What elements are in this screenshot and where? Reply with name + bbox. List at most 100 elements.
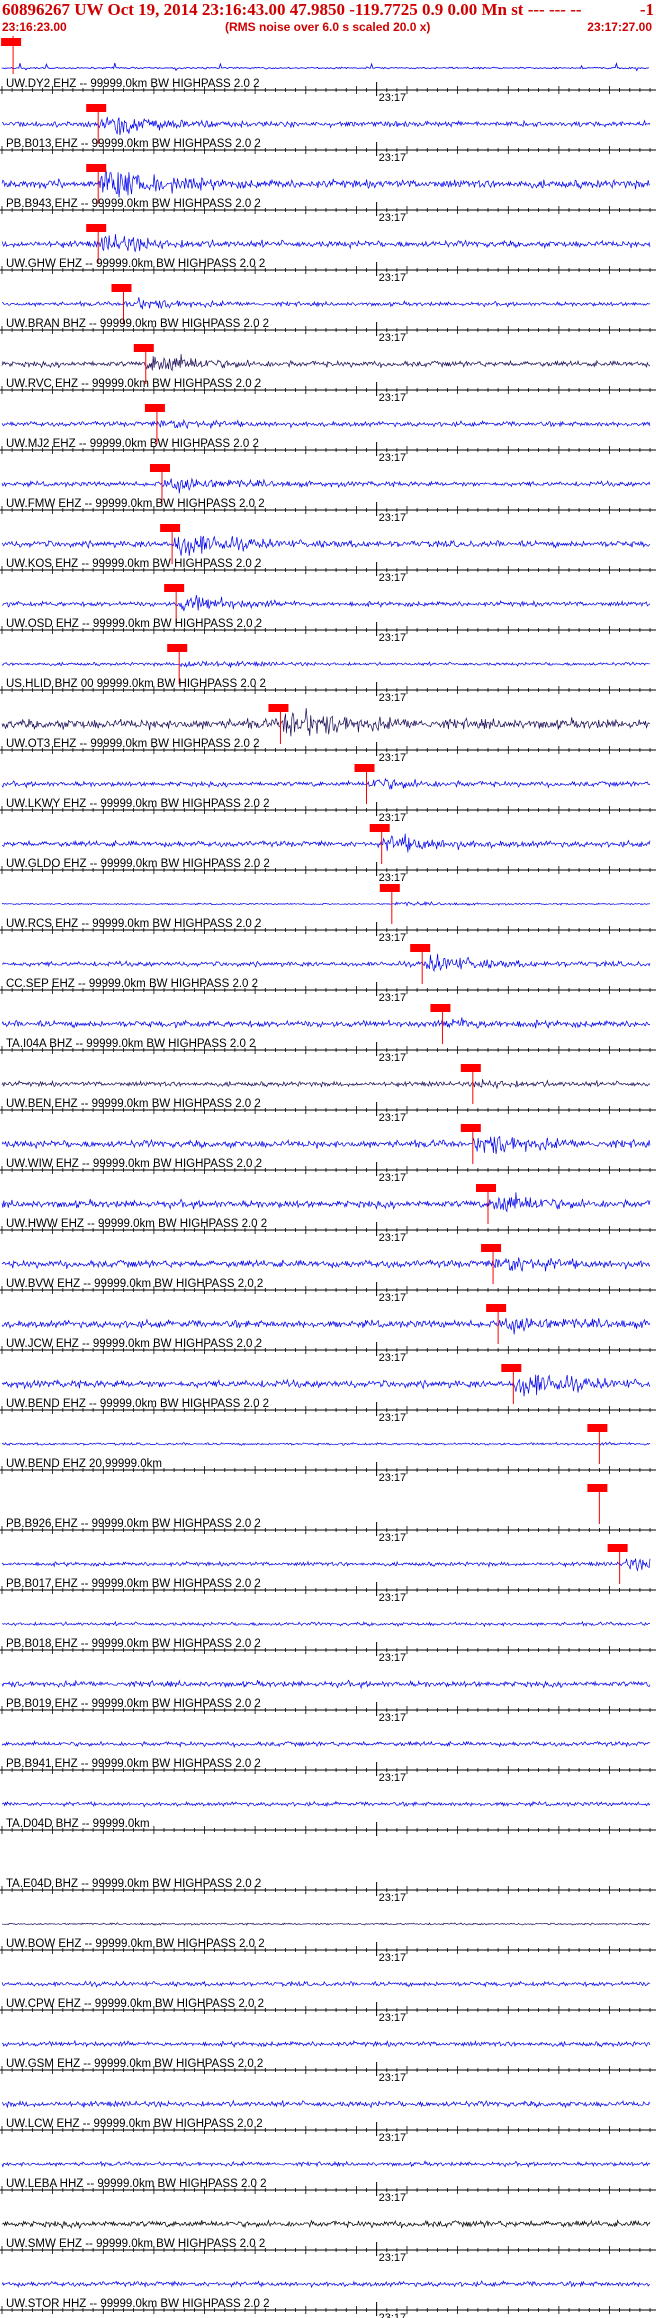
- trace-label: UW.BEND EHZ 20 99999.0km: [6, 1458, 162, 1470]
- trace-label: TA.D04D BHZ -- 99999.0km: [6, 1818, 150, 1830]
- waveform-line: [1, 708, 651, 737]
- time-ticks: [1, 1106, 651, 1114]
- time-ticks: [1, 1466, 651, 1474]
- time-ticks: [1, 2006, 651, 2014]
- trace-label: UW.BEN EHZ -- 99999.0km BW HIGHPASS 2.0 …: [6, 1098, 261, 1110]
- pick-marker: [607, 1544, 628, 1552]
- trace-label: US.HLID BHZ 00 99999.0km BW HIGHPASS 2.0…: [6, 678, 266, 690]
- waveform-line: [1, 1800, 651, 1808]
- trace-label: PB.B019 EHZ -- 99999.0km BW HIGHPASS 2.0…: [6, 1698, 261, 1710]
- time-ticks: [1, 146, 651, 154]
- time-ticks: [1, 1526, 651, 1534]
- minute-tick-label: 23:17: [379, 1052, 407, 1064]
- time-ticks: [1, 386, 651, 394]
- minute-tick-label: 23:17: [379, 752, 407, 764]
- time-ticks: [1, 86, 651, 94]
- minute-tick-label: 23:17: [379, 92, 407, 104]
- waveform-line: [1, 1620, 650, 1628]
- end-time: 23:17:27.00: [587, 20, 652, 34]
- pick-marker: [111, 284, 132, 292]
- trace-label: UW.KOS EHZ -- 99999.0km BW HIGHPASS 2.0 …: [6, 558, 261, 570]
- minute-tick-label: 23:17: [379, 872, 407, 884]
- trace-label: UW.OT3 EHZ -- 99999.0km BW HIGHPASS 2.0 …: [6, 738, 260, 750]
- trace-label: UW.STOR HHZ -- 99999.0km BW HIGHPASS 2.0…: [6, 2298, 270, 2310]
- rms-note: (RMS noise over 6.0 s scaled 20.0 x): [225, 20, 431, 34]
- time-ticks: [1, 986, 651, 994]
- trace-label: TA.E04D BHZ -- 99999.0km BW HIGHPASS 2.0…: [6, 1878, 261, 1890]
- minute-tick-label: 23:17: [379, 2012, 407, 2024]
- time-ticks: [1, 1886, 651, 1894]
- minute-tick-label: 23:17: [379, 2192, 407, 2204]
- waveform-line: [1, 1679, 651, 1690]
- minute-tick-label: 23:17: [379, 2252, 407, 2264]
- waveform-line: [1, 116, 651, 136]
- minute-tick-label: 23:17: [379, 1532, 407, 1544]
- waveform-line: [1, 477, 651, 494]
- waveform-line: [1, 833, 651, 853]
- waveform-line: [1, 1079, 651, 1090]
- minute-tick-label: 23:17: [379, 1352, 407, 1364]
- minute-tick-label: 23:17: [379, 152, 407, 164]
- trace-label: UW.RVC EHZ -- 99999.0km BW HIGHPASS 2.0 …: [6, 378, 261, 390]
- minute-tick-label: 23:17: [379, 332, 407, 344]
- time-ticks: [1, 2126, 651, 2134]
- time-ticks: [1, 1706, 651, 1714]
- waveform-line: [1, 2039, 651, 2048]
- minute-tick-label: 23:17: [379, 272, 407, 284]
- time-ticks: [1, 686, 651, 694]
- waveform-line: [2, 1922, 651, 1926]
- time-ticks: [1, 1046, 651, 1054]
- trace-label: UW.CPW EHZ -- 99999.0km BW HIGHPASS 2.0 …: [6, 1998, 264, 2010]
- trace-label: UW.FMW EHZ -- 99999.0km BW HIGHPASS 2.0 …: [6, 498, 265, 510]
- minute-tick-label: 23:17: [379, 1652, 407, 1664]
- time-ticks: [1, 566, 651, 574]
- waveform-line: [1, 1135, 651, 1155]
- pick-marker: [430, 1004, 451, 1012]
- minute-tick-label: 23:17: [379, 932, 407, 944]
- time-ticks: [1, 1826, 651, 1834]
- time-ticks: [1, 2066, 651, 2074]
- trace-label: PB.B018 EHZ -- 99999.0km BW HIGHPASS 2.0…: [6, 1638, 261, 1650]
- minute-tick-label: 23:17: [379, 452, 407, 464]
- minute-tick-label: 23:17: [379, 512, 407, 524]
- trace-label: PB.B941 EHZ -- 99999.0km BW HIGHPASS 2.0…: [6, 1758, 261, 1770]
- time-ticks: [1, 446, 651, 454]
- pick-marker: [460, 1064, 481, 1072]
- trace-label: UW.HWW EHZ -- 99999.0km BW HIGHPASS 2.0 …: [6, 1218, 267, 1230]
- minute-tick-label: 23:17: [379, 1952, 407, 1964]
- pick-marker: [86, 224, 107, 232]
- trace-label: UW.DY2 EHZ -- 99999.0km BW HIGHPASS 2.0 …: [6, 78, 260, 90]
- trace-label: UW.JCW EHZ -- 99999.0km BW HIGHPASS 2.0 …: [6, 1338, 262, 1350]
- time-ticks: [1, 1346, 651, 1354]
- waveform-line: [1, 297, 651, 310]
- pick-marker: [160, 524, 181, 532]
- time-ticks: [1, 2186, 651, 2194]
- waveform-line: [1, 2219, 651, 2230]
- time-ticks: [1, 1646, 651, 1654]
- waveform-line: [1, 62, 649, 72]
- waveform-line: [1, 1317, 651, 1335]
- minute-tick-label: 23:17: [379, 812, 407, 824]
- trace-label: UW.BEND EHZ -- 99999.0km BW HIGHPASS 2.0…: [6, 1398, 269, 1410]
- pick-marker: [354, 764, 375, 772]
- time-ticks: [1, 746, 651, 754]
- time-ticks: [1, 626, 651, 634]
- pick-marker: [86, 164, 107, 172]
- pick-marker: [410, 944, 431, 952]
- waveform-line: [1, 535, 651, 556]
- pick-marker: [144, 404, 165, 412]
- trace-label: UW.LCW EHZ -- 99999.0km BW HIGHPASS 2.0 …: [6, 2118, 263, 2130]
- time-ticks: [1, 206, 651, 214]
- trace-label: UW.LEBA HHZ -- 99999.0km BW HIGHPASS 2.0…: [6, 2178, 267, 2190]
- waveform-line: [1, 777, 651, 791]
- trace-label: UW.RCS EHZ -- 99999.0km BW HIGHPASS 2.0 …: [6, 918, 261, 930]
- pick-marker: [167, 644, 188, 652]
- trace-label: TA.I04A BHZ -- 99999.0km BW HIGHPASS 2.0…: [6, 1038, 255, 1050]
- pick-marker: [587, 1424, 608, 1432]
- waveform-line: [1, 1257, 651, 1272]
- pick-marker: [149, 464, 170, 472]
- trace-label: UW.MJ2 EHZ -- 99999.0km BW HIGHPASS 2.0 …: [6, 438, 259, 450]
- minute-tick-label: 23:17: [379, 1892, 407, 1904]
- trace-label: PB.B926 EHZ -- 99999.0km BW HIGHPASS 2.0…: [6, 1518, 261, 1530]
- trace-label: UW.OSD EHZ -- 99999.0km BW HIGHPASS 2.0 …: [6, 618, 262, 630]
